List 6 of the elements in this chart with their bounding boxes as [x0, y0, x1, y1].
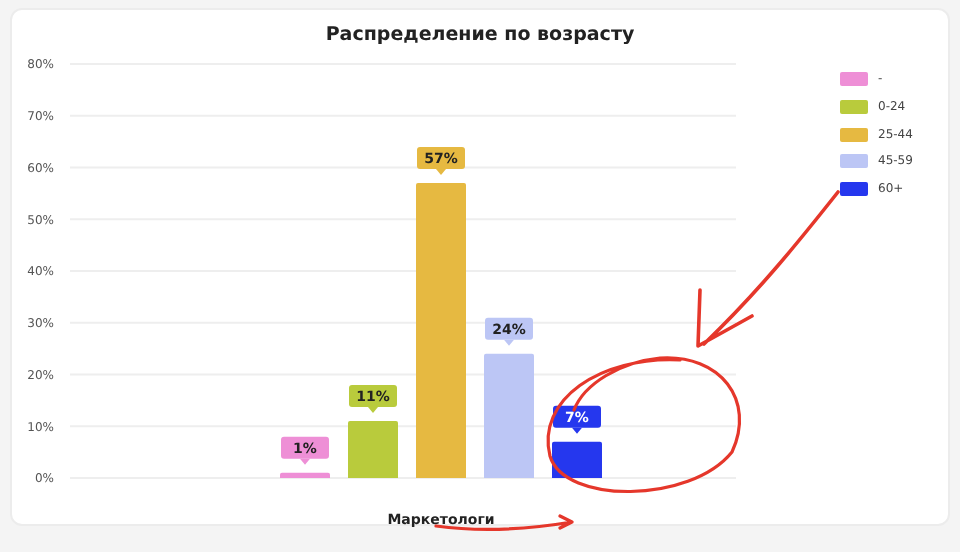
bar: [552, 441, 602, 478]
bar: [348, 421, 398, 478]
bar: [280, 472, 330, 478]
bar: [416, 183, 466, 478]
bar: [484, 353, 534, 478]
chart-title: Распределение по возрасту: [323, 24, 637, 46]
